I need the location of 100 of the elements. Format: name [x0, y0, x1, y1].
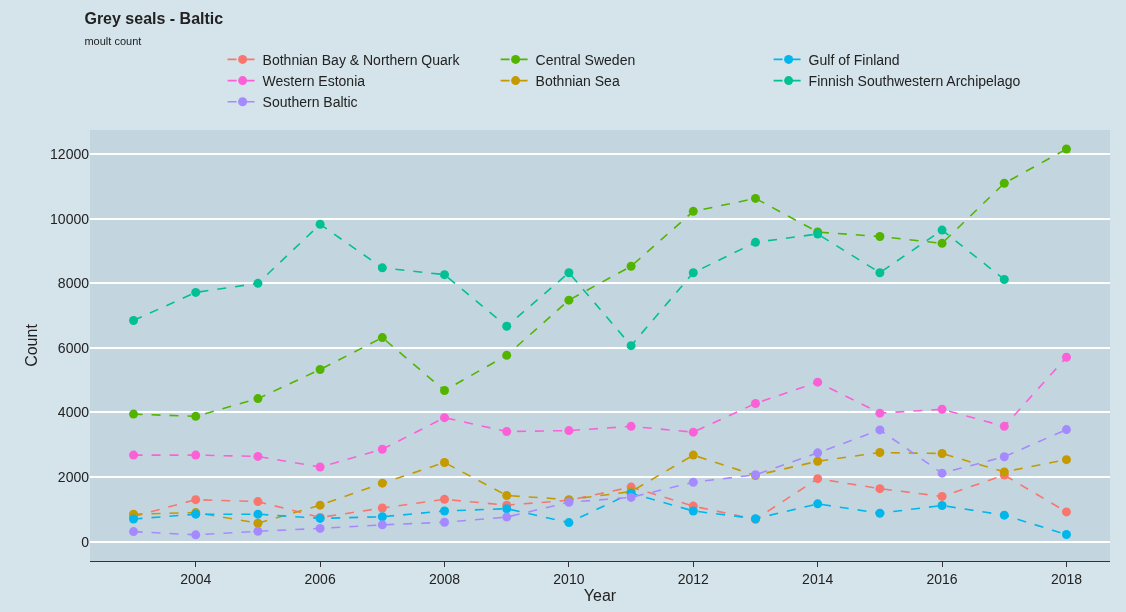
x-tick-label: 2012: [677, 570, 710, 587]
point: [626, 341, 636, 351]
y-tick-label: 10000: [50, 210, 90, 227]
point: [502, 321, 512, 331]
x-axis-title: Year: [583, 586, 617, 604]
point: [688, 506, 698, 516]
point: [813, 499, 823, 509]
point: [750, 237, 760, 247]
y-tick-label: 8000: [57, 275, 90, 292]
point: [129, 409, 139, 419]
point: [377, 520, 387, 530]
point: [315, 219, 325, 229]
legend-label: Gulf of Finland: [808, 51, 900, 68]
point: [253, 451, 263, 461]
point: [502, 512, 512, 522]
point: [253, 394, 263, 404]
point: [626, 492, 636, 502]
point: [253, 518, 263, 528]
point: [1061, 507, 1071, 517]
legend-label: Bothnian Bay & Northern Quark: [262, 51, 461, 68]
point: [937, 448, 947, 458]
chart-subtitle: moult count: [84, 35, 142, 48]
point: [688, 427, 698, 437]
point: [191, 411, 201, 421]
point: [875, 448, 885, 458]
point: [315, 462, 325, 472]
point: [502, 490, 512, 500]
point: [937, 225, 947, 235]
x-tick-label: 2010: [553, 570, 585, 587]
y-tick-label: 6000: [57, 339, 90, 356]
point: [440, 386, 450, 396]
x-tick-label: 2016: [926, 570, 958, 587]
x-tick-label: 2008: [428, 570, 461, 587]
point: [999, 178, 1009, 188]
point: [315, 500, 325, 510]
point: [813, 377, 823, 387]
point: [1061, 455, 1071, 465]
point: [440, 506, 450, 516]
point: [750, 398, 760, 408]
point: [191, 495, 201, 505]
point: [999, 452, 1009, 462]
point: [813, 448, 823, 458]
point: [564, 295, 574, 305]
point: [813, 474, 823, 484]
y-tick-label: 4000: [57, 404, 90, 421]
point: [377, 263, 387, 273]
point: [315, 523, 325, 533]
point: [564, 426, 574, 436]
chart-title: Grey seals - Baltic: [84, 10, 224, 28]
point: [1061, 425, 1071, 435]
x-tick-label: 2018: [1050, 570, 1083, 587]
point: [937, 500, 947, 510]
x-tick-label: 2006: [304, 570, 336, 587]
point: [129, 527, 139, 537]
point: [688, 477, 698, 487]
point: [191, 450, 201, 460]
point: [999, 510, 1009, 520]
y-tick-label: 2000: [57, 468, 90, 485]
point: [999, 421, 1009, 431]
point: [440, 458, 450, 468]
point: [191, 530, 201, 540]
x-tick-label: 2014: [802, 570, 834, 587]
point: [937, 404, 947, 414]
point: [440, 413, 450, 423]
point: [253, 278, 263, 288]
point: [875, 408, 885, 418]
point: [875, 508, 885, 518]
x-tick-label: 2004: [180, 570, 212, 587]
point: [875, 232, 885, 242]
point: [875, 484, 885, 494]
point: [937, 238, 947, 248]
point: [688, 450, 698, 460]
y-tick-label: 0: [81, 533, 90, 550]
legend-label: Finnish Southwestern Archipelago: [808, 73, 1021, 90]
point: [191, 287, 201, 297]
legend-label: Central Sweden: [535, 51, 636, 68]
point: [440, 494, 450, 504]
point: [937, 491, 947, 501]
legend-label: Southern Baltic: [262, 94, 358, 111]
point: [129, 450, 139, 460]
legend-label: Bothnian Sea: [535, 73, 620, 90]
point: [502, 504, 512, 514]
point: [253, 509, 263, 519]
point: [377, 512, 387, 522]
point: [377, 478, 387, 488]
point: [564, 518, 574, 528]
point: [129, 315, 139, 325]
point: [253, 497, 263, 507]
point: [377, 444, 387, 454]
point: [626, 261, 636, 271]
point: [688, 268, 698, 278]
point: [688, 206, 698, 216]
point: [875, 268, 885, 278]
point: [1061, 144, 1071, 154]
point: [377, 503, 387, 513]
point: [1061, 352, 1071, 362]
point: [315, 365, 325, 375]
point: [875, 425, 885, 435]
y-axis-title: Count: [22, 323, 40, 367]
point: [377, 333, 387, 343]
